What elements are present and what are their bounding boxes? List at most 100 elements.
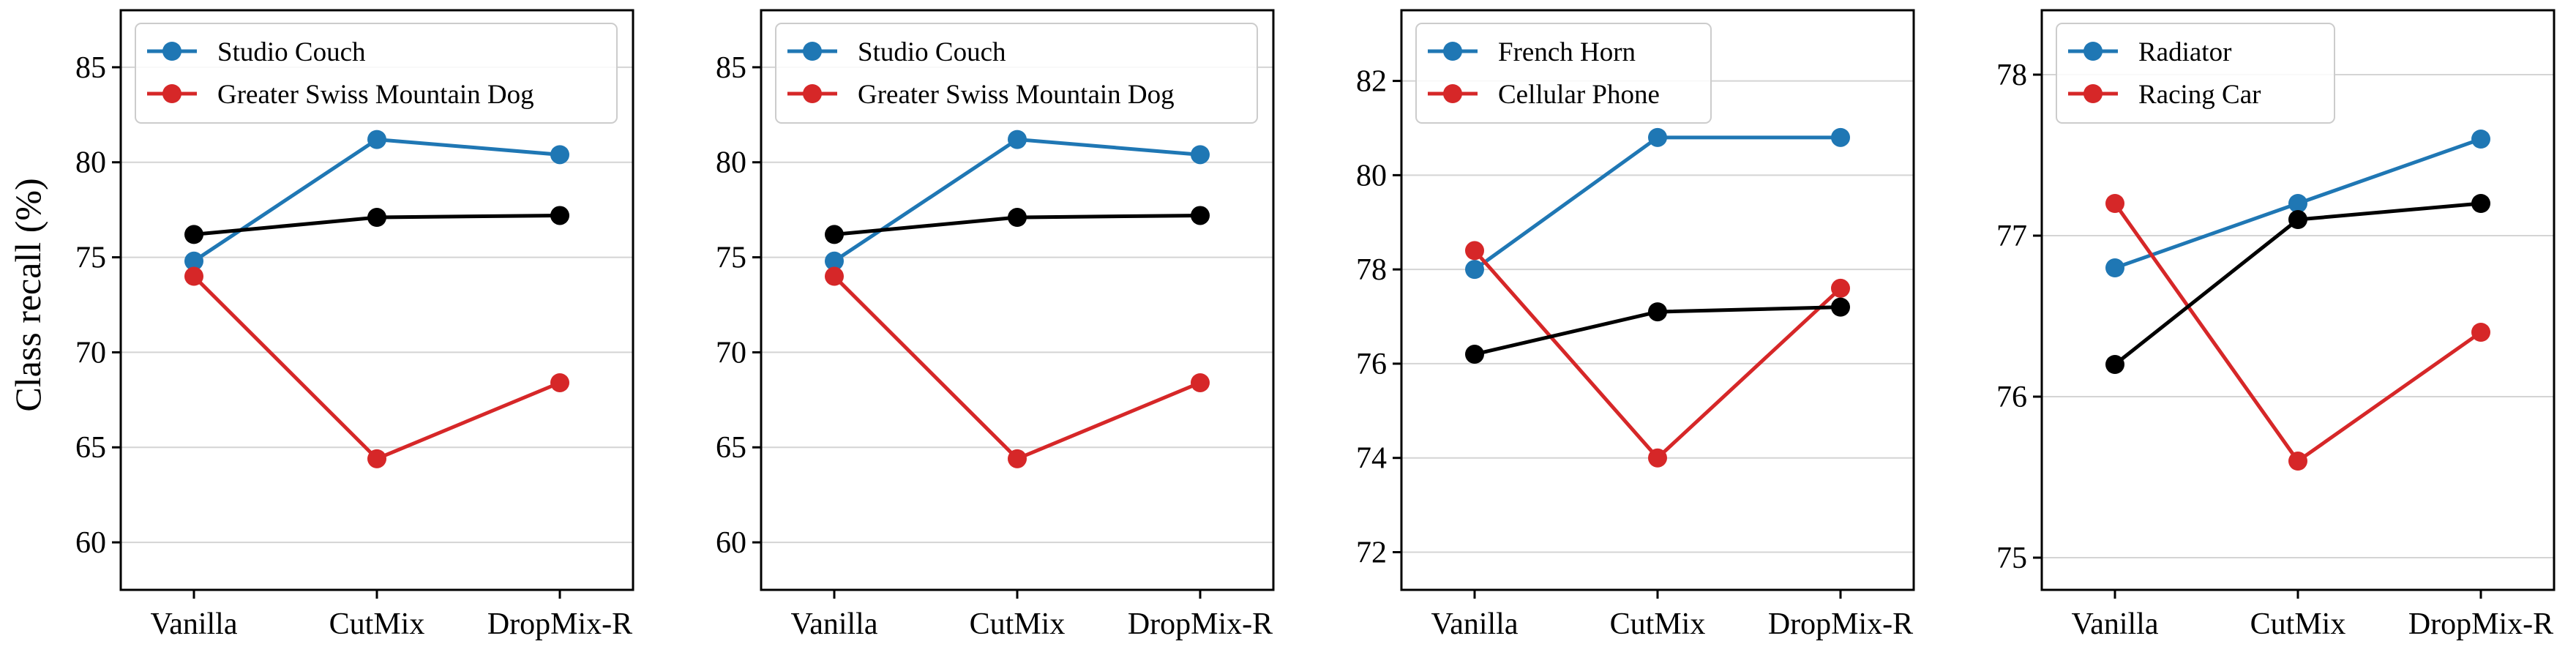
legend-marker [1443,42,1462,61]
data-point [2105,355,2124,374]
legend-marker [162,42,181,61]
data-point [825,225,844,244]
data-point [2105,194,2124,213]
legend-box [1415,23,1712,124]
data-point [1648,127,1667,147]
y-tick-label: 80 [1356,159,1387,192]
data-point [1008,208,1027,228]
data-point [2105,258,2124,277]
data-point [367,449,386,468]
data-point [2288,194,2307,213]
series-line-2 [2113,202,2482,463]
data-point [367,130,386,149]
series-line-2 [192,274,561,461]
series-line-2 [833,274,1201,461]
y-tick-label: 77 [1996,220,2027,253]
series-line-1 [833,138,1201,263]
x-tick-label: Vanilla [2072,607,2159,641]
y-tick-label: 76 [1996,381,2027,414]
x-tick-label: DropMix-R [1768,607,1913,641]
data-point [1191,145,1210,165]
data-point [2471,323,2490,342]
data-point [550,373,569,392]
data-point [1465,241,1484,261]
y-tick-label: 76 [1356,348,1387,381]
legend-label: Studio Couch [858,37,1006,67]
legend-marker [2083,42,2103,61]
legend-label: Racing Car [2138,80,2261,110]
y-tick-label: 75 [1996,542,2027,575]
data-point [1465,260,1484,280]
x-tick-label: DropMix-R [2408,607,2553,641]
series-line-2 [1473,249,1842,460]
data-point [1648,302,1667,322]
series-line-1 [192,138,561,263]
legend-label: French Horn [1498,37,1636,67]
y-tick-label: 72 [1356,536,1387,569]
data-point [184,251,203,271]
y-tick-label: 80 [716,146,746,180]
y-tick-label: 65 [75,431,106,465]
data-point [1465,345,1484,364]
y-tick-label: 70 [716,336,746,370]
x-tick-label: CutMix [1610,607,1706,641]
data-point [184,225,203,244]
data-point [825,266,844,286]
x-tick-label: CutMix [970,607,1066,641]
legend-label: Greater Swiss Mountain Dog [217,80,534,110]
data-point [825,251,844,271]
data-point [1831,278,1850,298]
legend-marker [1443,84,1462,103]
x-tick-label: CutMix [2250,607,2346,641]
legend-box [135,23,618,124]
chart-panel-1: 60 65 70 75 80 85 Vanilla CutMix DropMix-R Studio… [75,9,634,641]
legend-marker [803,42,822,61]
legend: Studio Couch Greater Swiss Mountain Dog [775,23,1258,124]
data-point [1191,373,1210,392]
legend: Radiator Racing Car [2056,23,2335,124]
legend-marker [2083,84,2103,103]
data-point [550,145,569,165]
legend-box [775,23,1258,124]
data-point [184,266,203,286]
legend: French Horn Cellular Phone [1415,23,1712,124]
data-point [2471,130,2490,149]
x-tick-label: DropMix-R [487,607,632,641]
data-point [367,208,386,228]
x-tick-label: DropMix-R [1128,607,1273,641]
data-point [1191,206,1210,225]
y-tick-label: 75 [716,242,746,275]
y-tick-label: 60 [716,526,746,560]
y-tick-label: 78 [1996,59,2027,92]
legend: Studio Couch Greater Swiss Mountain Dog [135,23,618,124]
data-point [1008,130,1027,149]
data-point [2471,194,2490,213]
y-tick-label: 75 [75,242,106,275]
x-tick-label: Vanilla [151,607,238,641]
legend-label: Studio Couch [217,37,366,67]
data-point [550,206,569,225]
x-tick-label: CutMix [329,607,425,641]
data-point [1008,449,1027,468]
chart-panel-2: 60 65 70 75 80 85 Vanilla CutMix DropMix-R Studio… [716,9,1275,641]
y-tick-label: 85 [716,51,746,85]
y-tick-label: 82 [1356,65,1387,99]
y-tick-label: 70 [75,336,106,370]
x-tick-label: Vanilla [1431,607,1519,641]
chart-panel-3: 72 74 76 78 80 82 Vanilla CutMix DropMix-R French… [1356,9,1915,641]
x-tick-label: Vanilla [791,607,878,641]
y-tick-label: 78 [1356,253,1387,287]
data-point [1831,297,1850,317]
y-axis-label: Class recall (%) [7,178,48,411]
data-point [2288,452,2307,471]
legend-label: Cellular Phone [1498,80,1660,110]
legend-label: Radiator [2138,37,2231,67]
series-line-1 [1473,135,1841,272]
y-tick-label: 60 [75,526,106,560]
y-tick-label: 80 [75,146,106,180]
data-point [1648,448,1667,468]
data-point [1831,127,1850,147]
y-tick-label: 65 [716,431,746,465]
